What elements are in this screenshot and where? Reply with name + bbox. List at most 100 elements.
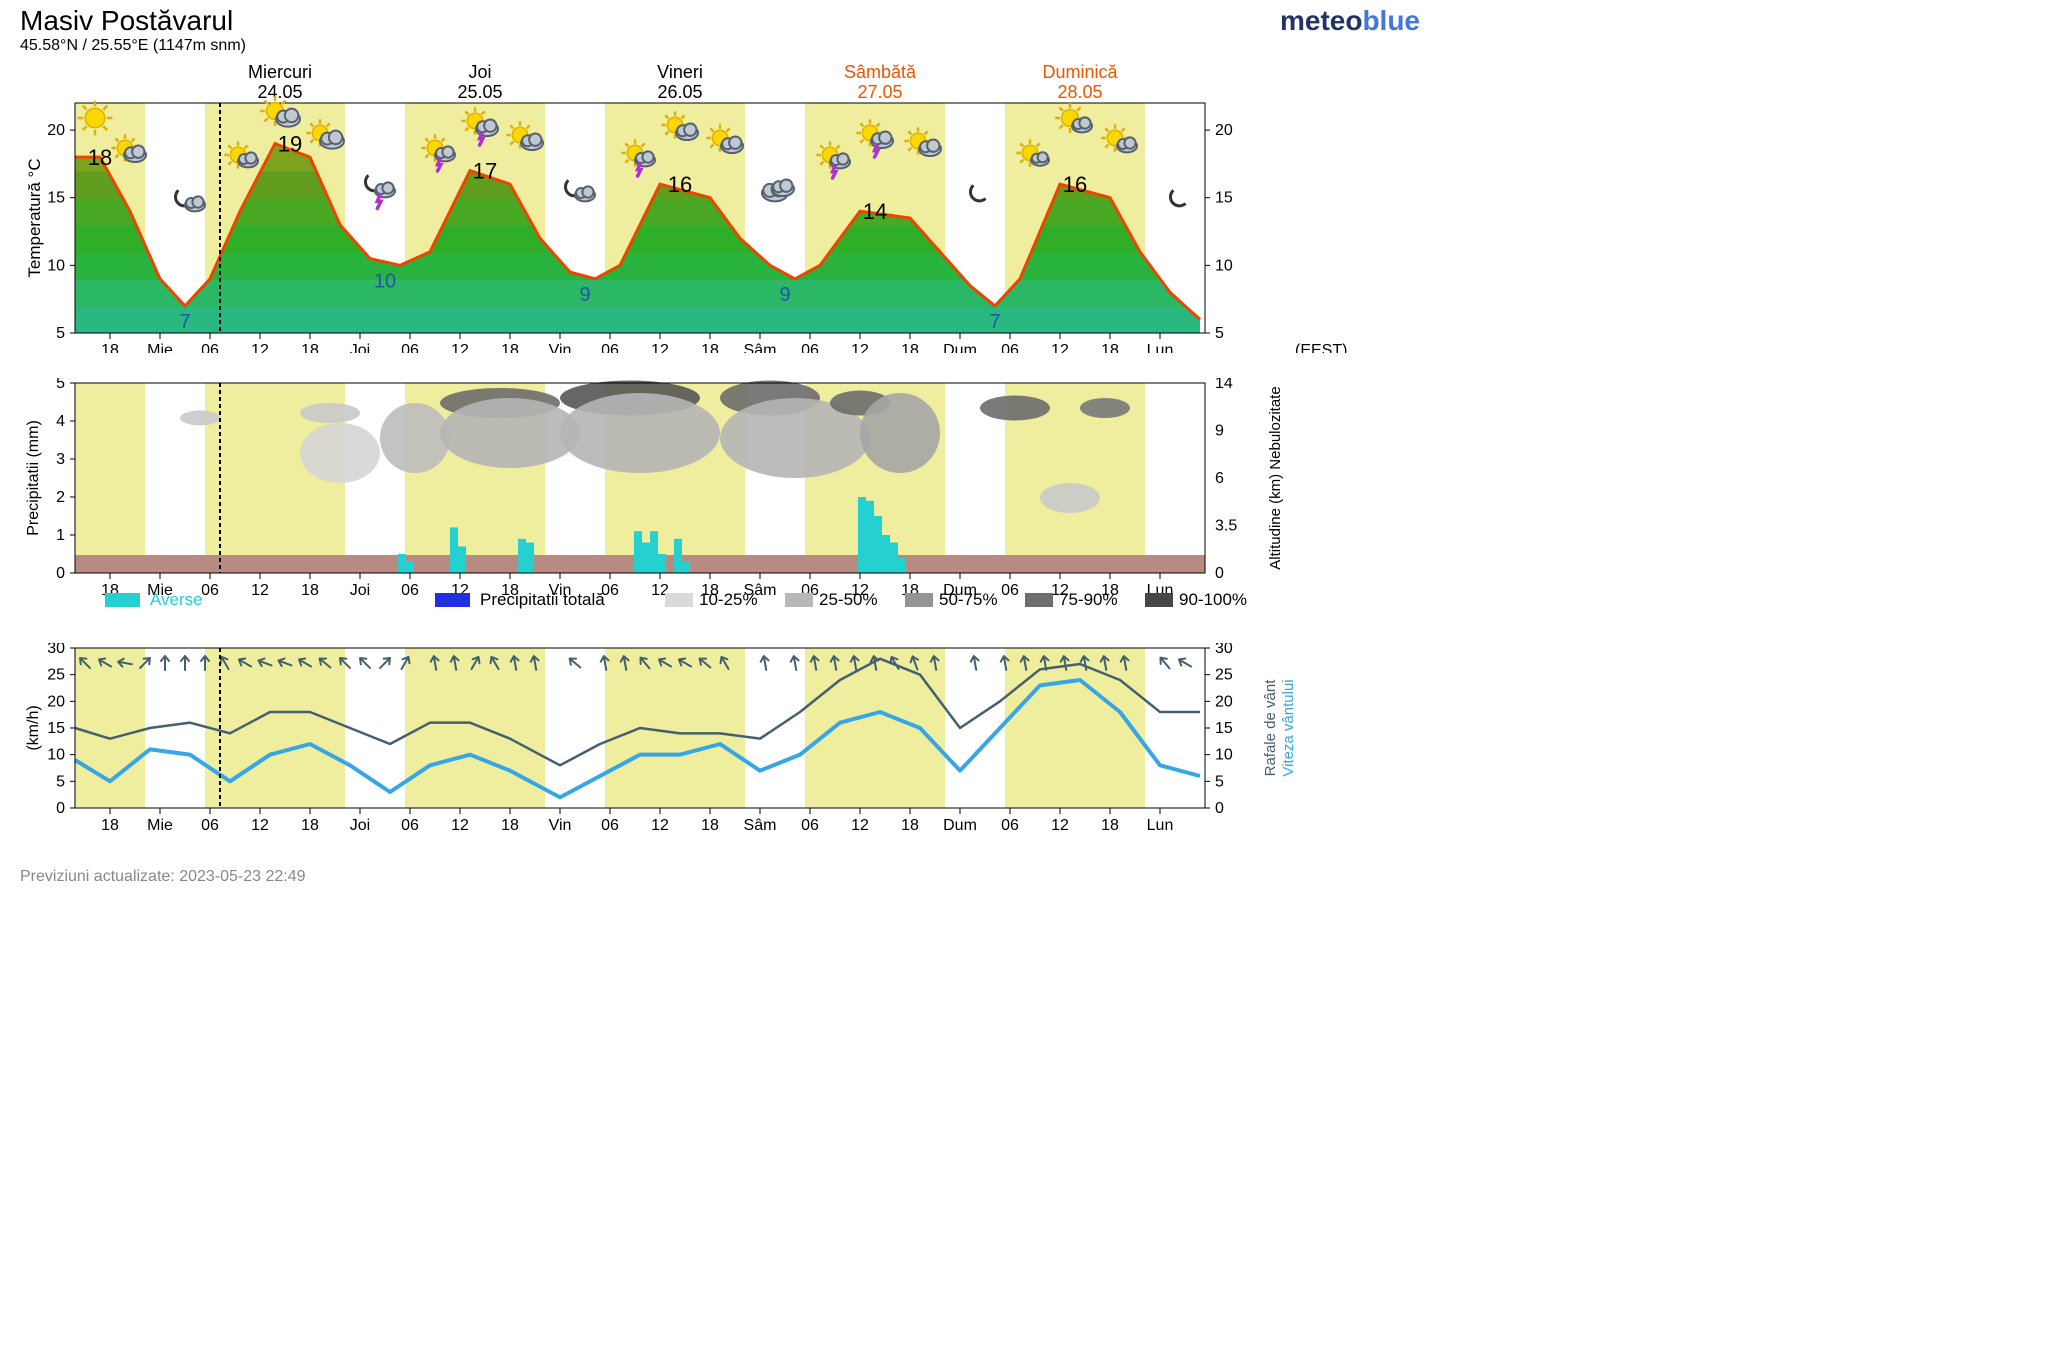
svg-text:25: 25: [47, 667, 65, 684]
svg-text:Sâmbătă: Sâmbătă: [844, 63, 917, 82]
svg-text:14: 14: [863, 199, 887, 224]
svg-text:0: 0: [56, 800, 65, 817]
svg-text:90-100%: 90-100%: [1179, 590, 1247, 609]
svg-text:Joi: Joi: [468, 63, 491, 82]
precipitation-chart: 01234503.56914Precipitatii (mm)Altitudin…: [20, 378, 1380, 618]
svg-text:06: 06: [601, 342, 619, 353]
svg-text:06: 06: [401, 582, 419, 599]
svg-text:10: 10: [374, 270, 396, 292]
svg-text:Joi: Joi: [350, 582, 370, 599]
svg-text:Mie: Mie: [147, 817, 173, 834]
brand-logo: meteoblue: [1280, 5, 1420, 37]
svg-text:14: 14: [1215, 378, 1233, 392]
svg-text:Averse: Averse: [150, 590, 203, 609]
svg-text:19: 19: [278, 132, 302, 157]
svg-text:Mie: Mie: [147, 342, 173, 353]
svg-text:16: 16: [1063, 172, 1087, 197]
header: Masiv Postăvarul 45.58°N / 25.55°E (1147…: [20, 5, 1420, 63]
svg-text:24.05: 24.05: [257, 82, 302, 102]
svg-text:12: 12: [251, 342, 269, 353]
svg-text:12: 12: [251, 582, 269, 599]
svg-text:18: 18: [501, 817, 519, 834]
meteogram-container: Masiv Postăvarul 45.58°N / 25.55°E (1147…: [0, 0, 1440, 896]
svg-text:30: 30: [47, 643, 65, 657]
svg-text:25-50%: 25-50%: [819, 590, 878, 609]
svg-text:3: 3: [56, 451, 65, 468]
svg-text:15: 15: [47, 720, 65, 737]
svg-text:9: 9: [1215, 423, 1224, 440]
svg-text:20: 20: [47, 693, 65, 710]
temperature-chart: Miercuri24.05Joi25.05Vineri26.05Sâmbătă2…: [20, 63, 1380, 353]
svg-text:Vin: Vin: [549, 342, 572, 353]
svg-text:10: 10: [47, 747, 65, 764]
svg-text:10: 10: [47, 257, 65, 274]
svg-text:Vin: Vin: [549, 817, 572, 834]
svg-text:4: 4: [56, 413, 65, 430]
svg-text:12: 12: [451, 342, 469, 353]
svg-text:06: 06: [201, 817, 219, 834]
svg-text:06: 06: [1001, 342, 1019, 353]
svg-text:Joi: Joi: [350, 342, 370, 353]
svg-text:Lun: Lun: [1147, 342, 1174, 353]
svg-text:17: 17: [473, 159, 497, 184]
svg-text:25.05: 25.05: [457, 82, 502, 102]
svg-text:Sâm: Sâm: [744, 817, 777, 834]
svg-text:18: 18: [301, 817, 319, 834]
svg-text:15: 15: [1215, 190, 1233, 207]
svg-text:Precipitatii totală: Precipitatii totală: [480, 590, 605, 609]
svg-text:18: 18: [501, 342, 519, 353]
svg-text:6: 6: [1215, 470, 1224, 487]
svg-text:0: 0: [1215, 800, 1224, 817]
svg-text:10-25%: 10-25%: [699, 590, 758, 609]
svg-text:06: 06: [201, 342, 219, 353]
svg-text:Vineri: Vineri: [657, 63, 703, 82]
svg-text:9: 9: [579, 284, 590, 306]
svg-text:30: 30: [1215, 643, 1233, 657]
svg-text:75-90%: 75-90%: [1059, 590, 1118, 609]
svg-text:28.05: 28.05: [1057, 82, 1102, 102]
svg-text:06: 06: [601, 817, 619, 834]
svg-text:20: 20: [1215, 122, 1233, 139]
svg-text:06: 06: [401, 342, 419, 353]
svg-text:18: 18: [88, 145, 112, 170]
svg-text:12: 12: [651, 342, 669, 353]
svg-text:Temperatură °C: Temperatură °C: [25, 158, 44, 277]
svg-text:06: 06: [801, 817, 819, 834]
svg-text:25: 25: [1215, 667, 1233, 684]
svg-text:06: 06: [801, 342, 819, 353]
svg-text:12: 12: [1051, 817, 1069, 834]
footer-timestamp: Previziuni actualizate: 2023-05-23 22:49: [20, 868, 1420, 886]
svg-text:(km/h): (km/h): [25, 705, 42, 750]
svg-text:18: 18: [701, 342, 719, 353]
svg-text:5: 5: [1215, 773, 1224, 790]
svg-text:Miercuri: Miercuri: [248, 63, 312, 82]
svg-text:5: 5: [56, 378, 65, 392]
svg-text:0: 0: [1215, 565, 1224, 582]
svg-text:9: 9: [779, 284, 790, 306]
svg-text:16: 16: [668, 172, 692, 197]
svg-text:1: 1: [56, 527, 65, 544]
svg-text:18: 18: [901, 817, 919, 834]
svg-text:5: 5: [1215, 325, 1224, 342]
svg-text:10: 10: [1215, 257, 1233, 274]
svg-text:Altitudine (km) Nebulozitate: Altitudine (km) Nebulozitate: [1267, 386, 1284, 569]
svg-text:Dum: Dum: [943, 342, 977, 353]
svg-text:Viteza vântului: Viteza vântului: [1280, 679, 1297, 776]
svg-text:15: 15: [1215, 720, 1233, 737]
wind-chart: 005510101515202025253030(km/h)Rafale de …: [20, 643, 1380, 843]
svg-text:7: 7: [179, 311, 190, 333]
svg-text:18: 18: [1101, 342, 1119, 353]
svg-text:06: 06: [1001, 582, 1019, 599]
location-name: Masiv Postăvarul: [20, 5, 246, 37]
svg-text:18: 18: [301, 342, 319, 353]
svg-text:06: 06: [201, 582, 219, 599]
svg-text:10: 10: [1215, 747, 1233, 764]
svg-text:12: 12: [851, 817, 869, 834]
svg-text:5: 5: [56, 325, 65, 342]
svg-text:18: 18: [101, 342, 119, 353]
svg-text:2: 2: [56, 489, 65, 506]
location-coords: 45.58°N / 25.55°E (1147m snm): [20, 37, 246, 55]
svg-text:7: 7: [989, 311, 1000, 333]
svg-text:Duminică: Duminică: [1042, 63, 1118, 82]
svg-text:27.05: 27.05: [857, 82, 902, 102]
